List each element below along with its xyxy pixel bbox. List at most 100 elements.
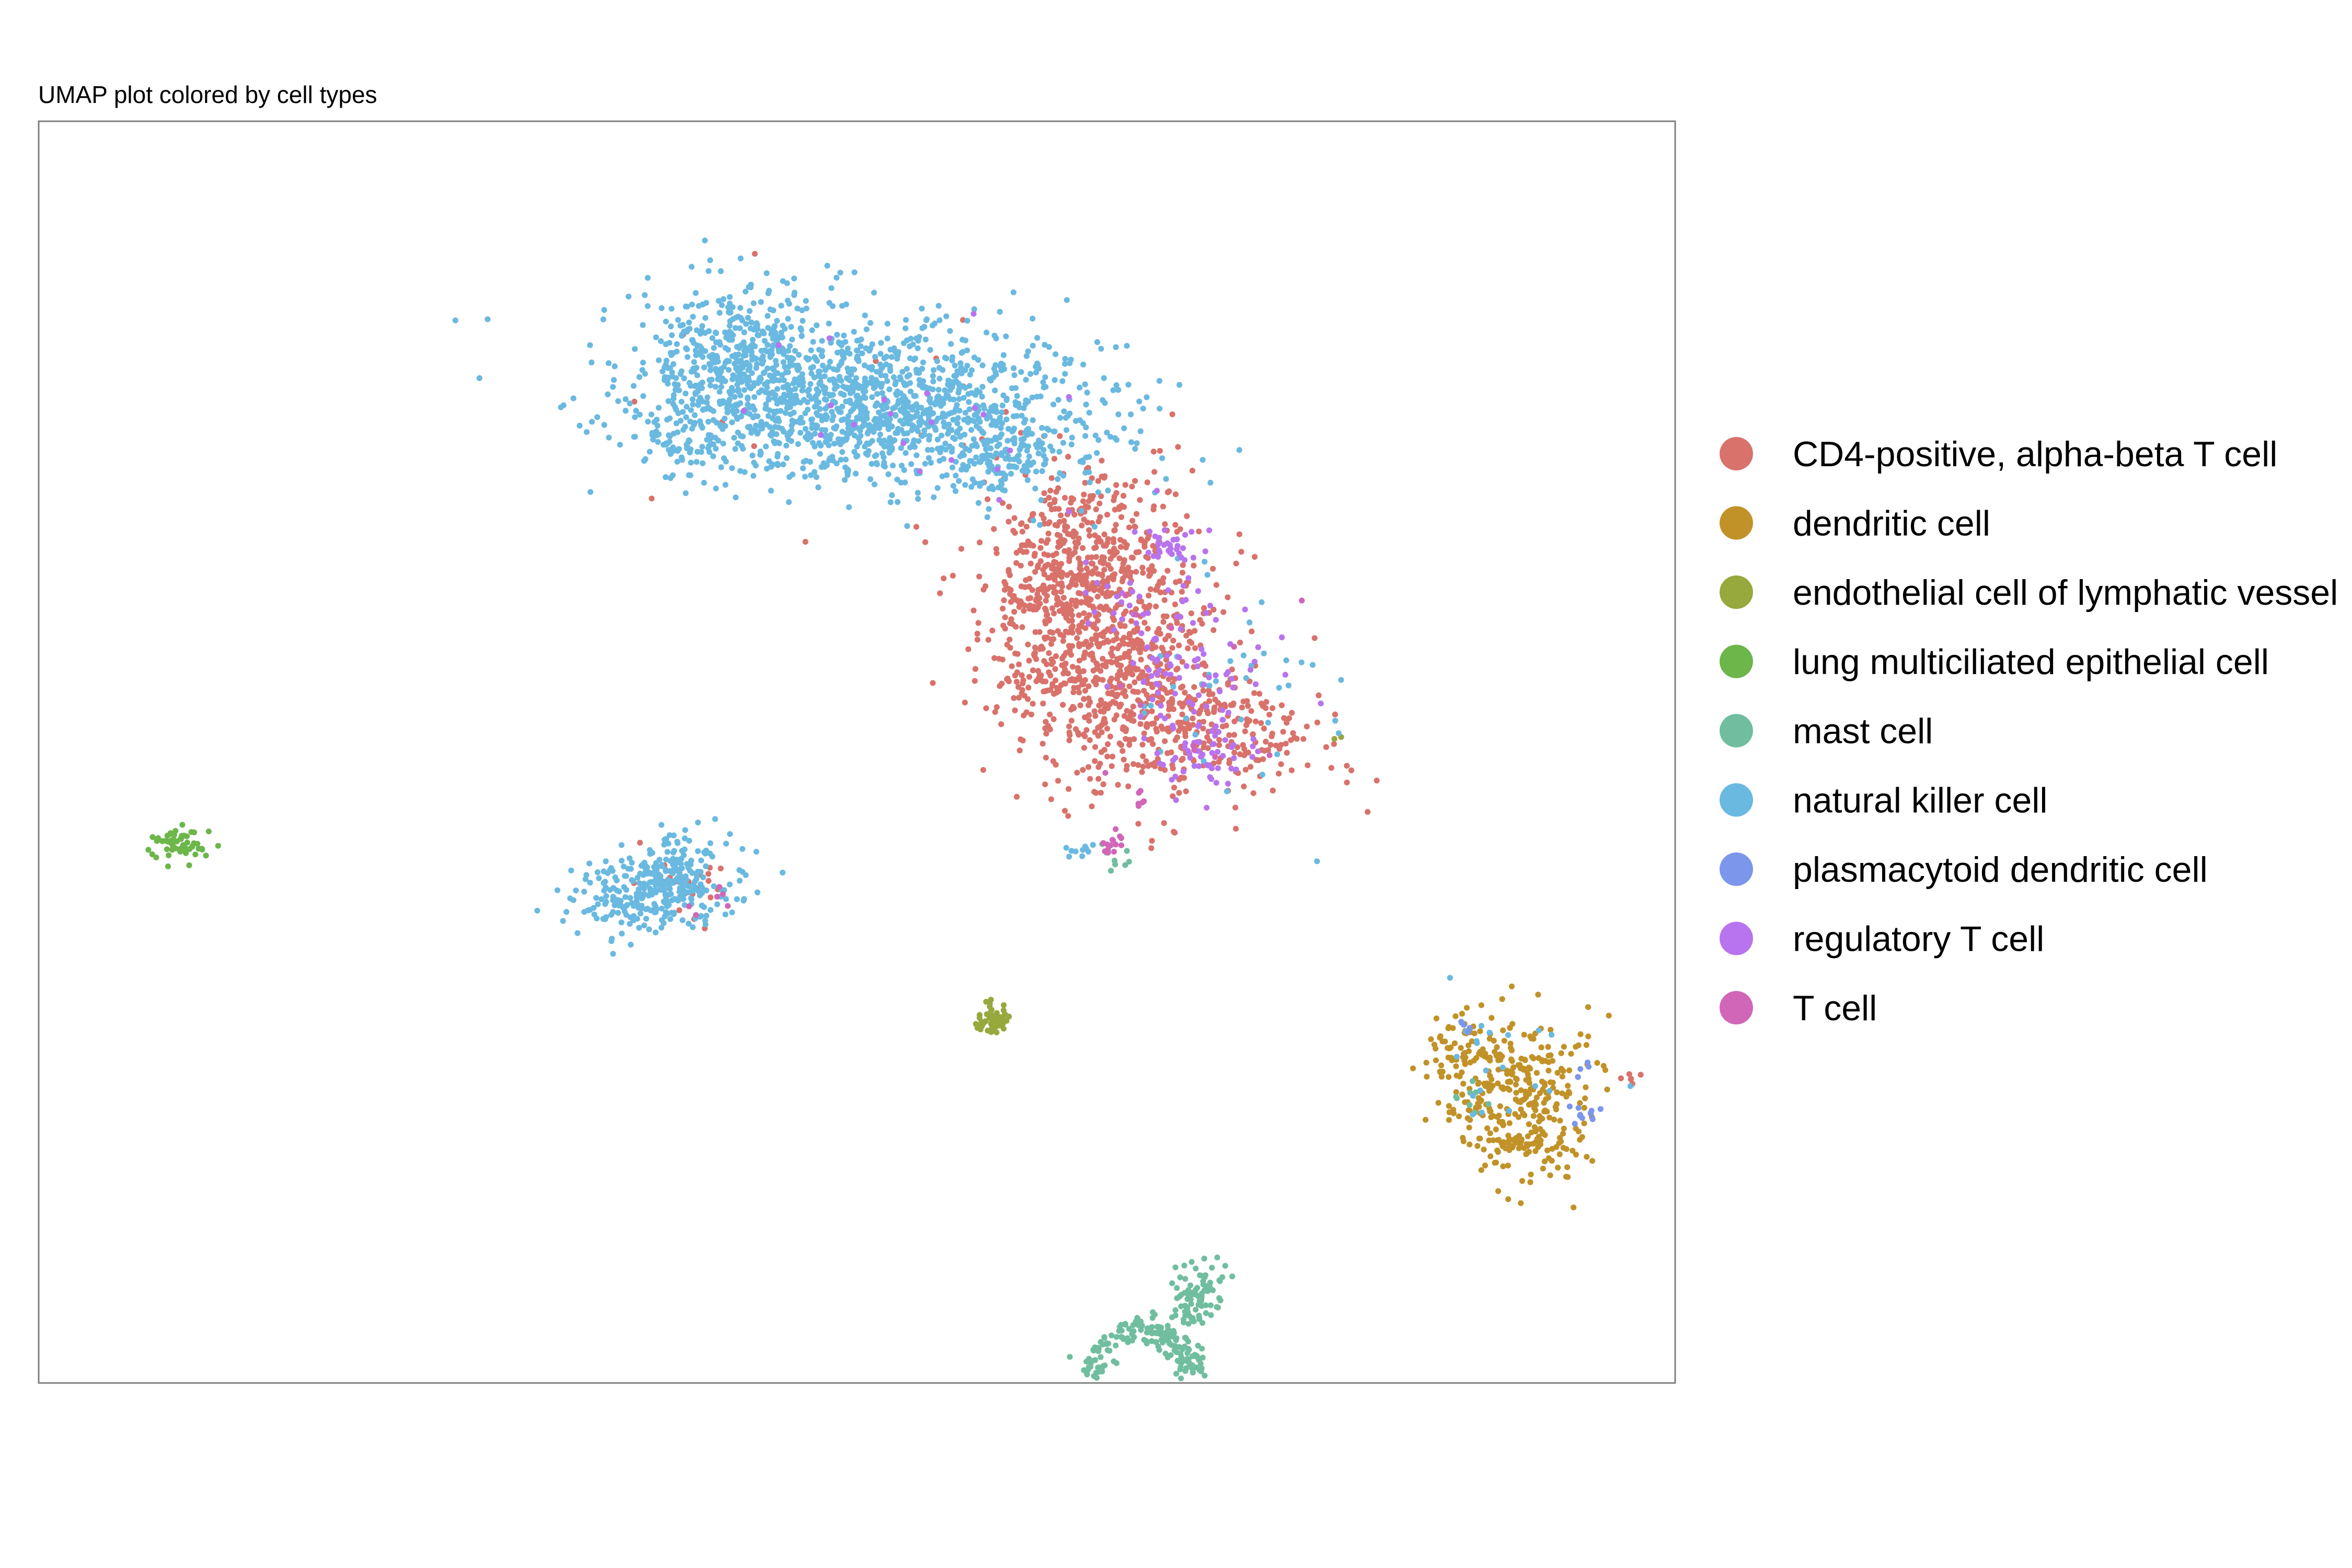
data-point — [1115, 782, 1121, 788]
data-point — [1202, 548, 1208, 555]
data-point — [1047, 443, 1054, 449]
data-point — [668, 891, 674, 897]
data-point — [720, 398, 726, 405]
data-point — [1435, 1100, 1442, 1106]
data-point — [720, 441, 727, 447]
data-point — [851, 421, 857, 428]
data-point — [1047, 488, 1054, 494]
data-point — [847, 351, 853, 357]
data-point — [1548, 1052, 1554, 1058]
data-point — [811, 469, 817, 475]
data-point — [1185, 1321, 1192, 1327]
data-point — [560, 918, 566, 924]
data-point — [1083, 597, 1090, 603]
data-point — [1554, 1089, 1560, 1096]
data-point — [664, 880, 670, 886]
data-point — [812, 403, 818, 410]
data-point — [1030, 667, 1036, 674]
data-point — [884, 336, 891, 342]
data-point — [679, 409, 686, 415]
data-point — [1577, 1112, 1584, 1118]
data-point — [1007, 644, 1013, 651]
data-point — [1065, 670, 1071, 677]
data-point — [1011, 463, 1018, 470]
data-point — [664, 849, 671, 855]
data-point — [769, 365, 776, 372]
data-point — [815, 373, 822, 379]
data-point — [199, 846, 205, 853]
data-point — [665, 398, 672, 405]
data-point — [1454, 1054, 1460, 1060]
data-point — [979, 362, 986, 368]
data-point — [750, 337, 756, 343]
data-point — [1093, 506, 1099, 513]
data-point — [1244, 716, 1250, 722]
data-point — [677, 371, 684, 377]
data-point — [665, 840, 672, 847]
data-point — [1247, 619, 1253, 626]
data-point — [1101, 1334, 1108, 1340]
data-point — [729, 909, 735, 916]
data-point — [1014, 669, 1020, 675]
data-point — [1105, 626, 1111, 632]
data-point — [1139, 742, 1146, 748]
data-point — [1232, 826, 1239, 832]
data-point — [1051, 610, 1057, 617]
data-point — [1156, 547, 1162, 554]
data-point — [734, 408, 740, 414]
data-point — [753, 849, 759, 855]
data-point — [999, 452, 1005, 458]
data-point — [1139, 673, 1145, 679]
data-point — [648, 879, 655, 885]
data-point — [1087, 493, 1093, 499]
data-point — [594, 915, 600, 921]
data-point — [957, 434, 963, 440]
data-point — [1557, 1117, 1563, 1124]
data-point — [1424, 1074, 1430, 1080]
data-point — [1107, 733, 1113, 740]
data-point — [691, 879, 698, 885]
data-point — [1099, 457, 1105, 464]
data-point — [1101, 606, 1107, 613]
data-point — [752, 413, 758, 419]
data-point — [993, 362, 999, 368]
data-point — [1213, 617, 1219, 623]
data-point — [905, 404, 912, 410]
data-point — [1137, 721, 1144, 727]
data-point — [722, 329, 728, 336]
data-point — [1080, 767, 1086, 773]
data-point — [1177, 1274, 1183, 1281]
data-point — [674, 429, 681, 435]
data-point — [1169, 698, 1175, 704]
data-point — [1499, 996, 1505, 1002]
data-point — [699, 323, 706, 329]
data-point — [716, 298, 722, 304]
data-point — [674, 448, 681, 454]
data-point — [633, 408, 639, 414]
data-point — [656, 857, 663, 863]
data-point — [1456, 1113, 1462, 1120]
data-point — [1185, 1309, 1191, 1315]
data-point — [926, 413, 932, 419]
data-point — [685, 439, 691, 445]
data-point — [610, 384, 616, 390]
data-point — [1084, 1371, 1090, 1378]
data-point — [1318, 700, 1324, 707]
data-point — [718, 464, 724, 470]
data-point — [1210, 627, 1217, 633]
data-point — [954, 430, 960, 436]
data-point — [1602, 1067, 1608, 1073]
data-point — [917, 468, 923, 475]
data-point — [652, 889, 659, 895]
data-point — [922, 460, 928, 467]
data-point — [1111, 610, 1117, 616]
data-point — [1029, 587, 1035, 593]
data-point — [658, 338, 664, 344]
data-point — [1189, 467, 1195, 474]
data-point — [1044, 593, 1050, 599]
data-point — [1560, 1068, 1566, 1074]
data-point — [674, 341, 680, 347]
data-point — [1166, 706, 1172, 712]
data-point — [1026, 658, 1032, 664]
data-point — [962, 410, 969, 416]
